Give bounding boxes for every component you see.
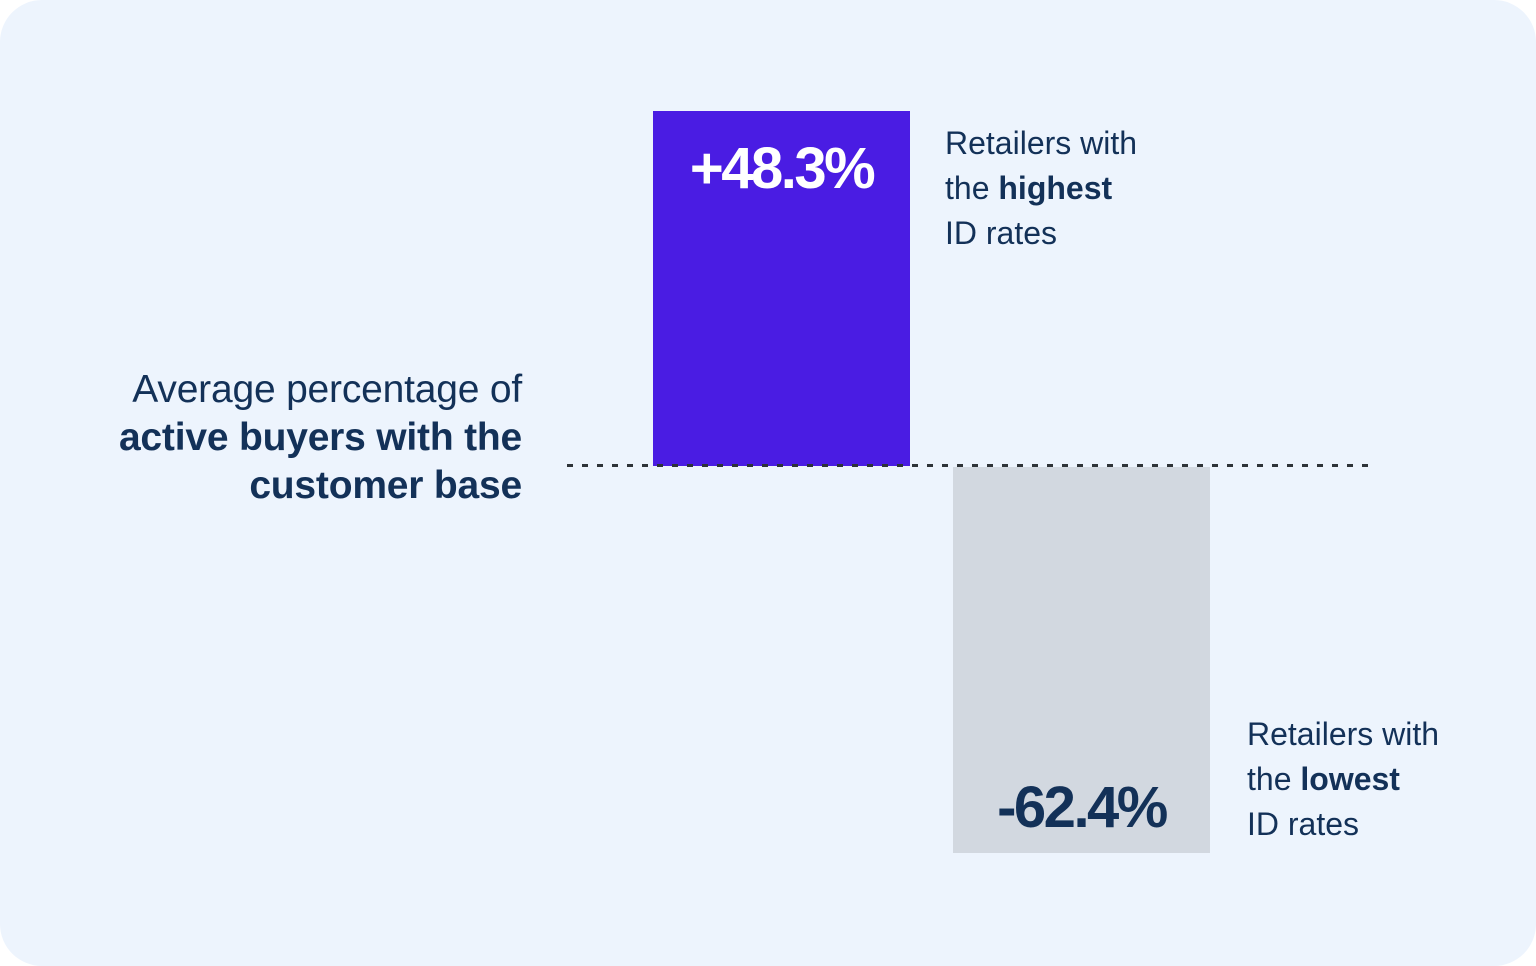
annotation-lowest-line-2-prefix: the: [1247, 761, 1301, 797]
chart-title-line-3: customer base: [249, 464, 522, 507]
annotation-lowest-id-rates: Retailers with the lowest ID rates: [1247, 712, 1439, 847]
chart-title-line-2: active buyers with the: [118, 416, 522, 459]
annotation-highest-id-rates: Retailers with the highest ID rates: [945, 121, 1137, 256]
annotation-highest-line-2-prefix: the: [945, 170, 999, 206]
annotation-highest-line-3: ID rates: [945, 215, 1058, 251]
zero-baseline-dotted-line: [567, 464, 1373, 467]
bar-highest-value-label: +48.3%: [689, 136, 876, 201]
chart-title-line-1: Average percentage of: [132, 368, 522, 411]
annotation-lowest-emphasis: lowest: [1300, 761, 1400, 797]
annotation-lowest-line-3: ID rates: [1247, 806, 1360, 842]
annotation-highest-emphasis: highest: [998, 170, 1113, 206]
annotation-lowest-line-1: Retailers with: [1247, 716, 1440, 752]
annotation-highest-line-2: the highest: [945, 166, 1137, 211]
bar-lowest-value-label: -62.4%: [997, 775, 1168, 840]
annotation-lowest-line-2: the lowest: [1247, 757, 1439, 802]
annotation-highest-line-1: Retailers with: [945, 125, 1138, 161]
chart-title: Average percentage of active buyers with…: [0, 366, 522, 510]
bar-lowest-id-rates: -62.4%: [953, 467, 1210, 853]
bar-highest-id-rates: +48.3%: [653, 111, 910, 466]
